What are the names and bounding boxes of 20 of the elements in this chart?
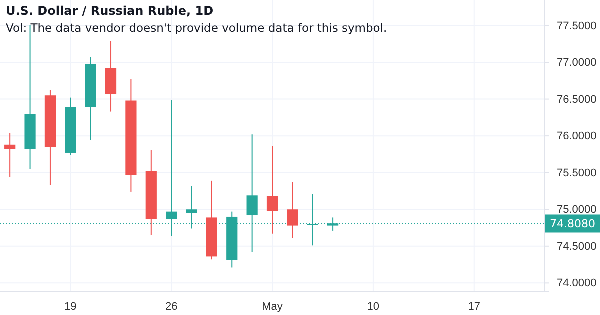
y-tick-label: 76.0000 (557, 130, 597, 143)
chart-title: U.S. Dollar / Russian Ruble, 1D (6, 4, 214, 18)
x-tick-label: 19 (64, 300, 77, 313)
candlestick (4, 132, 16, 178)
x-tick-label: 26 (165, 300, 178, 313)
y-tick-label: 76.5000 (557, 94, 597, 106)
y-tick-label: 77.5000 (557, 20, 597, 32)
y-tick-label: 74.0000 (557, 278, 597, 290)
y-tick-label: 75.5000 (557, 167, 597, 180)
x-tick-label: 10 (367, 300, 380, 313)
ref-line-label: 74.8080 (550, 218, 596, 231)
x-tick-label: 17 (468, 300, 480, 313)
annotation: Vol: The data vendor doesn't provide volume data for this symbol. (6, 21, 388, 35)
x-tick-label: May (262, 300, 284, 313)
y-tick-label: 74.5000 (557, 240, 597, 253)
candlestick (266, 146, 278, 234)
y-tick-label: 77.0000 (557, 57, 597, 70)
candlestick (246, 134, 258, 253)
y-tick-label: 75.0000 (557, 204, 597, 216)
candlestick (287, 182, 298, 239)
